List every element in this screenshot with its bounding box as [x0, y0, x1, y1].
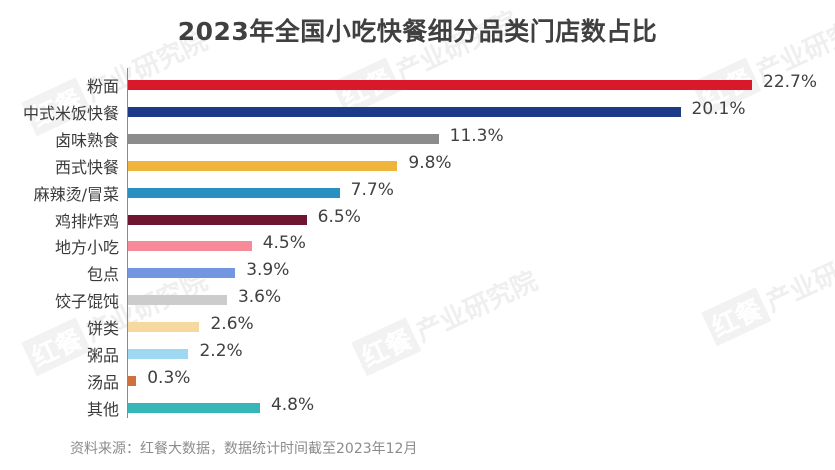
value-label: 11.3% — [449, 125, 504, 146]
bar — [128, 295, 227, 306]
bar-row: 饼类 2.6% — [0, 313, 835, 340]
value-label: 6.5% — [317, 206, 361, 227]
chart-title: 2023年全国小吃快餐细分品类门店数占比 — [177, 17, 658, 46]
bar-row: 中式米饭快餐 20.1% — [0, 98, 835, 125]
category-label: 其他 — [86, 399, 119, 419]
value-label: 7.7% — [350, 179, 394, 200]
category-label: 粥品 — [86, 346, 119, 365]
category-label: 粉面 — [86, 77, 119, 96]
category-label: 鸡排炸鸡 — [54, 211, 119, 231]
bar — [128, 160, 398, 171]
y-axis-line — [127, 68, 128, 418]
bar — [128, 241, 252, 252]
bar-row: 西式快餐 9.8% — [0, 152, 835, 179]
bar — [128, 80, 752, 90]
value-label: 3.6% — [237, 287, 282, 308]
value-label: 4.5% — [262, 233, 306, 254]
value-label: 3.9% — [246, 260, 290, 281]
bar-row: 包点 3.9% — [0, 259, 835, 286]
value-label: 4.8% — [270, 394, 315, 415]
value-label: 9.8% — [408, 152, 452, 173]
category-label: 包点 — [86, 265, 119, 285]
bar — [128, 214, 307, 225]
value-label: 20.1% — [691, 98, 746, 119]
category-label: 饺子馄饨 — [54, 292, 119, 312]
category-label: 中式米饭快餐 — [22, 103, 119, 123]
bar-row: 粥品 2.2% — [0, 340, 835, 367]
source-note: 资料来源：红餐大数据，数据统计时间截至2023年12月 — [70, 441, 418, 457]
value-label: 2.6% — [210, 314, 254, 335]
bar — [128, 375, 137, 386]
value-label: 22.7% — [763, 72, 818, 92]
category-label: 西式快餐 — [54, 157, 119, 177]
bar — [128, 133, 439, 144]
value-label: 2.2% — [199, 341, 243, 361]
bar-row: 其他 4.8% — [0, 394, 835, 421]
bar-row: 卤味熟食 11.3% — [0, 125, 835, 152]
bar-row: 汤品 0.3% — [0, 367, 835, 394]
bar-row: 鸡排炸鸡 6.5% — [0, 206, 835, 233]
category-label: 汤品 — [86, 372, 119, 392]
category-label: 卤味熟食 — [54, 130, 119, 150]
category-label: 饼类 — [86, 319, 119, 339]
bar-row: 麻辣烫/冒菜 7.7% — [0, 179, 835, 206]
bar — [128, 268, 236, 279]
bar-row: 粉面 22.7% — [0, 71, 835, 98]
bar-chart: 粉面 22.7% 中式米饭快餐 20.1% 卤味熟食 11.3% 西式快餐 9.8% 麻辣烫/冒… — [0, 68, 835, 421]
category-label: 麻辣烫/冒菜 — [33, 184, 119, 204]
bar-row: 地方小吃 4.5% — [0, 232, 835, 259]
bar — [128, 402, 260, 413]
bar — [128, 106, 681, 117]
value-label: 0.3% — [147, 367, 191, 388]
bar — [128, 187, 340, 198]
bar — [128, 322, 200, 333]
bar-row: 饺子馄饨 3.6% — [0, 286, 835, 313]
bar — [128, 349, 189, 359]
category-label: 地方小吃 — [54, 238, 119, 258]
